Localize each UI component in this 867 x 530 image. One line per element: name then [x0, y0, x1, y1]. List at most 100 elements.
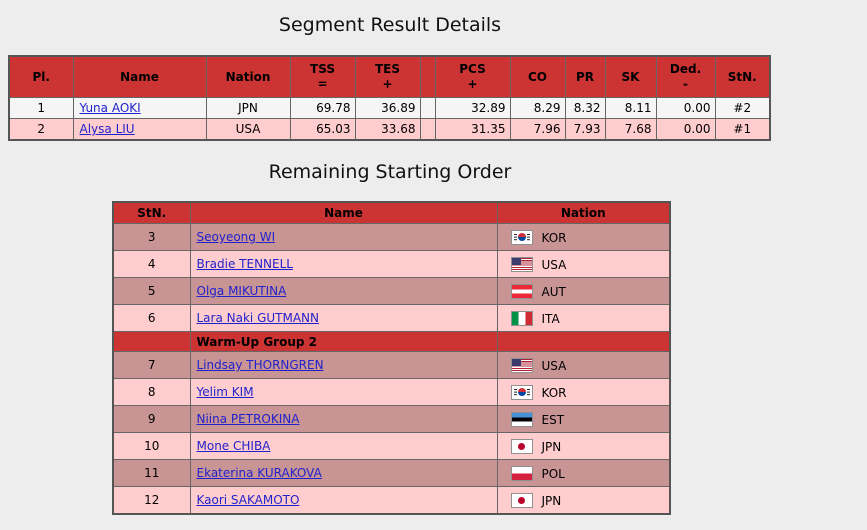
starting-order-row: 6 Lara Naki GUTMANN ITA — [112, 304, 671, 332]
result-row: 2 Alysa LIU USA 65.03 33.68 31.35 7.96 7… — [8, 118, 771, 141]
cell-name: Niina PETROKINA — [189, 405, 498, 433]
nation-code: KOR — [541, 230, 567, 245]
cell-tes: 36.89 — [354, 97, 421, 119]
cell-co: 8.29 — [509, 97, 566, 119]
flag-kor-icon — [510, 229, 533, 245]
col-header-stn: StN. — [112, 201, 191, 224]
skater-link[interactable]: Kaori SAKAMOTO — [196, 493, 300, 507]
starting-order-title: Remaining Starting Order — [268, 161, 512, 183]
cell-nation: EST — [496, 405, 671, 433]
segment-results-title: Segment Result Details — [278, 14, 502, 36]
skater-link[interactable]: Niina PETROKINA — [196, 412, 300, 426]
cell-nation: JPN — [496, 432, 671, 460]
col-header-co: CO — [509, 55, 566, 98]
skater-link[interactable]: Lara Naki GUTMANN — [196, 311, 320, 325]
nation-code: EST — [541, 412, 565, 427]
starting-order-row: 3 Seoyeong WI KOR — [112, 223, 671, 251]
nation-code: USA — [541, 257, 567, 272]
cell-co: 7.96 — [509, 118, 566, 141]
cell-nation: ITA — [496, 304, 671, 332]
skater-link[interactable]: Yelim KIM — [196, 385, 254, 399]
cell-start-number: 5 — [112, 277, 191, 305]
cell-name: Seoyeong WI — [189, 223, 498, 251]
nation-code: JPN — [541, 439, 562, 454]
flag-jpn-icon — [510, 492, 533, 508]
cell-nation: JPN — [496, 486, 671, 515]
starting-order-row: 10 Mone CHIBA JPN — [112, 432, 671, 460]
skater-link[interactable]: Alysa LIU — [79, 122, 135, 136]
skater-link[interactable]: Yuna AOKI — [79, 101, 141, 115]
cell-nation: JPN — [205, 97, 291, 119]
flag-jpn-icon — [510, 438, 533, 454]
col-header-pr: PR — [564, 55, 606, 98]
cell-nation: USA — [496, 250, 671, 278]
cell-nation: POL — [496, 459, 671, 487]
starting-order-row: 11 Ekaterina KURAKOVA POL — [112, 459, 671, 487]
starting-order-row: 5 Olga MIKUTINA AUT — [112, 277, 671, 305]
cell-nation: KOR — [496, 223, 671, 251]
page-content: Segment Result Details Pl. Name Nation T… — [8, 14, 771, 515]
segment-results-table: Pl. Name Nation TSS = TES + PCS + CO PR SK … — [8, 55, 771, 141]
cell-name: Ekaterina KURAKOVA — [189, 459, 498, 487]
col-header-pcs: PCS + — [434, 55, 511, 98]
starting-order-row: 4 Bradie TENNELL USA — [112, 250, 671, 278]
col-header-place: Pl. — [8, 55, 74, 98]
cell-nation: USA — [496, 351, 671, 379]
skater-link[interactable]: Seoyeong WI — [196, 230, 276, 244]
cell-sk: 8.11 — [604, 97, 657, 119]
flag-est-icon — [510, 411, 533, 427]
col-header-tss: TSS = — [289, 55, 356, 98]
skater-link[interactable]: Olga MIKUTINA — [196, 284, 287, 298]
cell-name: Olga MIKUTINA — [189, 277, 498, 305]
starting-order-table: StN. Name Nation 3 Seoyeong WI KOR 4 Bra… — [112, 201, 671, 515]
cell-name: Mone CHIBA — [189, 432, 498, 460]
col-header-stn: StN. — [714, 55, 771, 98]
flag-ita-icon — [510, 310, 533, 326]
cell-separator — [419, 97, 436, 119]
cell-pcs: 32.89 — [434, 97, 511, 119]
result-row: 1 Yuna AOKI JPN 69.78 36.89 32.89 8.29 8… — [8, 97, 771, 119]
cell-tss: 69.78 — [289, 97, 356, 119]
cell-separator — [419, 118, 436, 141]
cell-sk: 7.68 — [604, 118, 657, 141]
col-header-nation: Nation — [205, 55, 291, 98]
cell-start-number: 9 — [112, 405, 191, 433]
starting-order-row: 9 Niina PETROKINA EST — [112, 405, 671, 433]
col-header-name: Name — [72, 55, 207, 98]
col-header-separator — [419, 55, 436, 98]
cell-pr: 8.32 — [564, 97, 606, 119]
flag-pol-icon — [510, 465, 533, 481]
flag-kor-icon — [510, 384, 533, 400]
cell-place: 1 — [8, 97, 74, 119]
segment-results-header-row: Pl. Name Nation TSS = TES + PCS + CO PR SK … — [8, 55, 771, 98]
cell-pcs: 31.35 — [434, 118, 511, 141]
cell-tes: 33.68 — [354, 118, 421, 141]
cell-name: Yelim KIM — [189, 378, 498, 406]
cell-nation: KOR — [496, 378, 671, 406]
cell-place: 2 — [8, 118, 74, 141]
nation-code: AUT — [541, 284, 566, 299]
cell-name: Yuna AOKI — [72, 97, 207, 119]
skater-link[interactable]: Lindsay THORNGREN — [196, 358, 324, 372]
cell-ded: 0.00 — [655, 97, 716, 119]
cell-nation: USA — [205, 118, 291, 141]
starting-order-row: 8 Yelim KIM KOR — [112, 378, 671, 406]
nation-code: JPN — [541, 493, 562, 508]
skater-link[interactable]: Ekaterina KURAKOVA — [196, 466, 322, 480]
cell-empty — [112, 331, 191, 352]
cell-pr: 7.93 — [564, 118, 606, 141]
col-header-ded: Ded. - — [655, 55, 716, 98]
starting-order-header-row: StN. Name Nation — [112, 201, 671, 224]
skater-link[interactable]: Mone CHIBA — [196, 439, 271, 453]
cell-stn: #2 — [714, 97, 771, 119]
cell-name: Lindsay THORNGREN — [189, 351, 498, 379]
warmup-group-row: Warm-Up Group 2 — [112, 331, 671, 352]
cell-tss: 65.03 — [289, 118, 356, 141]
skater-link[interactable]: Bradie TENNELL — [196, 257, 294, 271]
starting-order-row: 12 Kaori SAKAMOTO JPN — [112, 486, 671, 515]
cell-name: Alysa LIU — [72, 118, 207, 141]
cell-start-number: 4 — [112, 250, 191, 278]
flag-usa-icon — [510, 256, 533, 272]
col-header-nation: Nation — [496, 201, 671, 224]
cell-empty — [496, 331, 671, 352]
